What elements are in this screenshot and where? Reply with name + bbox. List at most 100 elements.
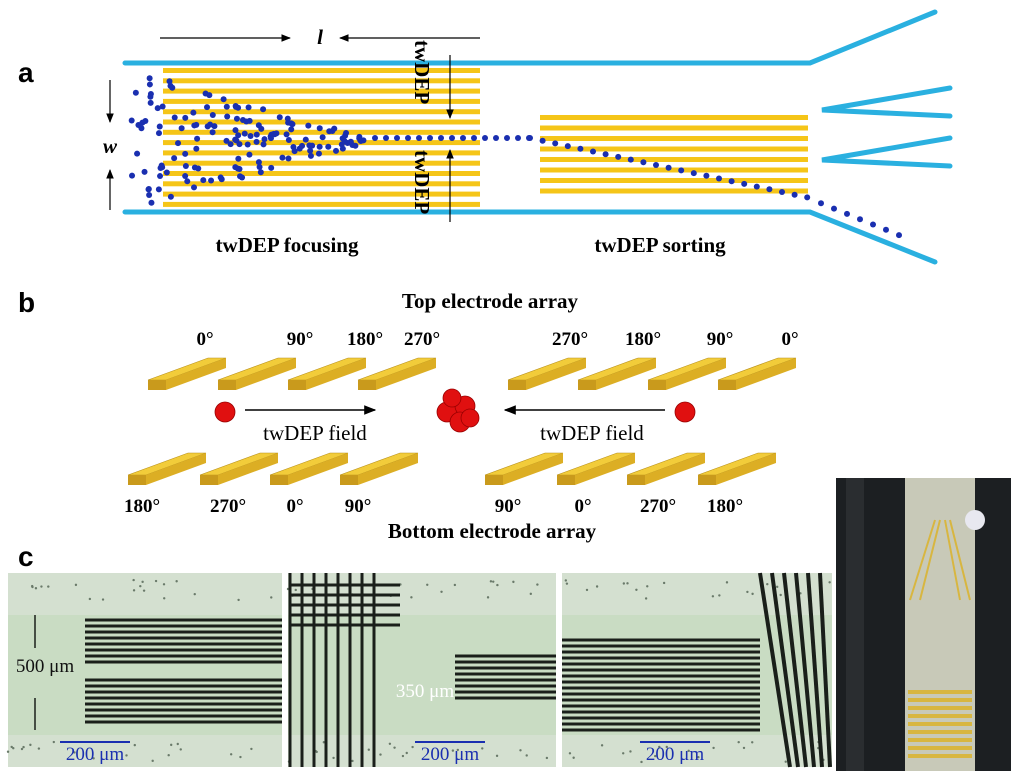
particle [603,151,609,157]
speck [141,581,143,583]
particle [438,135,444,141]
particle [157,173,163,179]
speck [785,760,787,762]
particle [183,163,189,169]
speck [29,744,31,746]
phase-label: 270° [640,496,676,517]
particle [245,141,251,147]
particle [590,149,596,155]
particle [207,121,213,127]
phase-label: 90° [345,496,372,517]
particle [284,131,290,137]
speck [626,582,628,584]
particle [343,130,349,136]
particle [818,200,824,206]
particle [135,122,141,128]
electrode [540,168,808,173]
speck [10,746,12,748]
speck [572,757,574,759]
speck [143,589,145,591]
speck [102,598,104,600]
phase-label: 90° [495,496,522,517]
phase-label: 270° [404,329,440,350]
speck [151,760,153,762]
particle [175,140,181,146]
speck [295,589,297,591]
vertical-label: twDEP [410,150,434,214]
particle [316,151,322,157]
particle [218,174,224,180]
particle [268,165,274,171]
width-symbol: w [103,134,118,158]
speck [492,580,494,582]
speck [565,579,567,581]
particle [540,138,546,144]
particle [146,186,152,192]
particle [729,178,735,184]
speck [47,585,49,587]
particle [299,143,305,149]
particle [193,146,199,152]
array-title: Bottom electrode array [388,519,597,543]
particle [317,125,323,131]
speck [75,584,77,586]
length-symbol: l [317,25,323,49]
speck [779,594,781,596]
particle [504,135,510,141]
particle [279,155,285,161]
speck [546,757,548,759]
particle [167,78,173,84]
speck [239,756,241,758]
speck [737,741,739,743]
panel-label: b [18,287,35,318]
field-label: twDEP field [263,421,367,445]
speck [38,747,40,749]
panel-label: a [18,57,34,88]
particle [236,141,242,147]
speck [645,597,647,599]
particle [179,125,185,131]
speck [393,746,395,748]
caption: twDEP focusing [216,233,359,257]
particle [254,132,260,138]
micrograph-label: 200 μm [66,744,124,765]
device-photo [836,478,1011,771]
speck [237,599,239,601]
particle [129,118,135,124]
electrode-bar [288,380,306,390]
particle [148,100,154,106]
speck [230,753,232,755]
speck [440,591,442,593]
particle [552,140,558,146]
particle [515,135,521,141]
particle [427,135,433,141]
micrograph-edge [562,573,832,615]
speck [410,596,412,598]
electrode-bar [148,380,166,390]
micrograph-label: 200 μm [421,744,479,765]
particle [246,104,252,110]
electrode-bar [270,475,288,485]
particle [204,104,210,110]
micrograph-edge [8,573,282,615]
figure: a l w twDEP twDEP twDEP focusing twDEP s… [0,0,1011,771]
speck [712,595,714,597]
particle [691,170,697,176]
contact-pad [908,690,972,694]
contact-pad [908,730,972,734]
particle [844,211,850,217]
particle [148,200,154,206]
speck [454,584,456,586]
speck [411,746,413,748]
speck [751,741,753,743]
electrode-bar [508,380,526,390]
speck [163,597,165,599]
phase-label: 0° [574,496,591,517]
speck [623,582,625,584]
particle [565,143,571,149]
micrograph-label: 350 μm [396,681,454,702]
particle [289,121,295,127]
particle [193,122,199,128]
speck [530,593,532,595]
electrode-bar [698,475,716,485]
